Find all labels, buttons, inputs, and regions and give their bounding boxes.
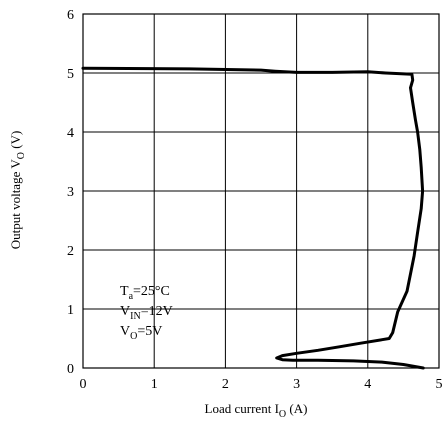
x-tick-labels: 0 1 2 3 4 5 bbox=[80, 377, 442, 392]
y-tick-labels: 0 1 2 3 4 5 6 bbox=[67, 8, 74, 377]
conditions-annotation: Ta=25°C VIN=12V VO=5V bbox=[120, 284, 173, 342]
y-tick-label: 2 bbox=[67, 244, 74, 259]
y-tick-label: 6 bbox=[67, 8, 74, 23]
y-tick-label: 4 bbox=[67, 126, 74, 141]
plot-frame bbox=[82, 13, 440, 369]
annotation-ta: Ta=25°C bbox=[120, 284, 170, 302]
x-tick-label: 3 bbox=[293, 377, 300, 392]
x-tick-label: 0 bbox=[80, 377, 87, 392]
x-axis-label: Load current IO (A) bbox=[205, 401, 308, 420]
y-tick-label: 0 bbox=[67, 362, 74, 377]
x-tick-label: 1 bbox=[151, 377, 158, 392]
series-group bbox=[81, 66, 425, 370]
y-tick-label: 1 bbox=[67, 303, 74, 318]
output-voltage-curve bbox=[81, 66, 425, 370]
annotation-vin: VIN=12V bbox=[120, 304, 173, 322]
x-tick-label: 5 bbox=[436, 377, 442, 392]
x-tick-label: 2 bbox=[222, 377, 229, 392]
x-tick-label: 4 bbox=[364, 377, 371, 392]
y-axis-label: Output voltage VO (V) bbox=[8, 131, 27, 250]
y-tick-label: 3 bbox=[67, 185, 74, 200]
y-tick-label: 5 bbox=[67, 67, 74, 82]
annotation-vo: VO=5V bbox=[120, 324, 162, 342]
